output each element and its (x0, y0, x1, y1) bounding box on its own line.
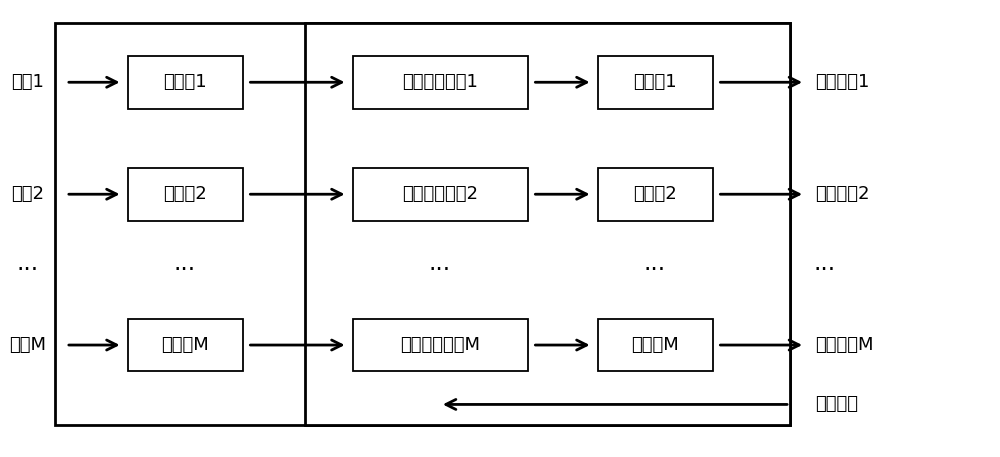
Bar (353, 168, 528, 221)
Bar (128, 168, 242, 221)
Text: 接收通道M: 接收通道M (815, 336, 874, 354)
Bar (128, 56, 242, 109)
Text: 天线M: 天线M (10, 336, 46, 354)
Text: 天线1: 天线1 (12, 73, 44, 91)
Text: ···: ··· (814, 258, 836, 282)
Bar (598, 168, 712, 221)
Bar (55, 23, 790, 425)
Bar (305, 23, 790, 425)
Text: 接收通道1: 接收通道1 (815, 73, 869, 91)
Bar (128, 319, 242, 371)
Text: ···: ··· (644, 258, 666, 282)
Text: 低噪声放大器1: 低噪声放大器1 (402, 73, 478, 91)
Text: 滤波器1: 滤波器1 (633, 73, 677, 91)
Bar (353, 56, 528, 109)
Text: 直流供电: 直流供电 (815, 395, 858, 414)
Text: ···: ··· (174, 258, 196, 282)
Text: 滤波器2: 滤波器2 (633, 185, 677, 203)
Text: 滤波器M: 滤波器M (631, 336, 679, 354)
Text: 低噪声放大器2: 低噪声放大器2 (402, 185, 478, 203)
Text: 限幅器M: 限幅器M (161, 336, 209, 354)
Text: ···: ··· (17, 258, 39, 282)
Text: 限幅器1: 限幅器1 (163, 73, 207, 91)
Bar (598, 56, 712, 109)
Text: ···: ··· (429, 258, 451, 282)
Text: 低噪声放大器M: 低噪声放大器M (400, 336, 480, 354)
Text: 天线2: 天线2 (12, 185, 44, 203)
Bar (598, 319, 712, 371)
Text: 接收通道2: 接收通道2 (815, 185, 870, 203)
Text: 限幅器2: 限幅器2 (163, 185, 207, 203)
Bar (353, 319, 528, 371)
